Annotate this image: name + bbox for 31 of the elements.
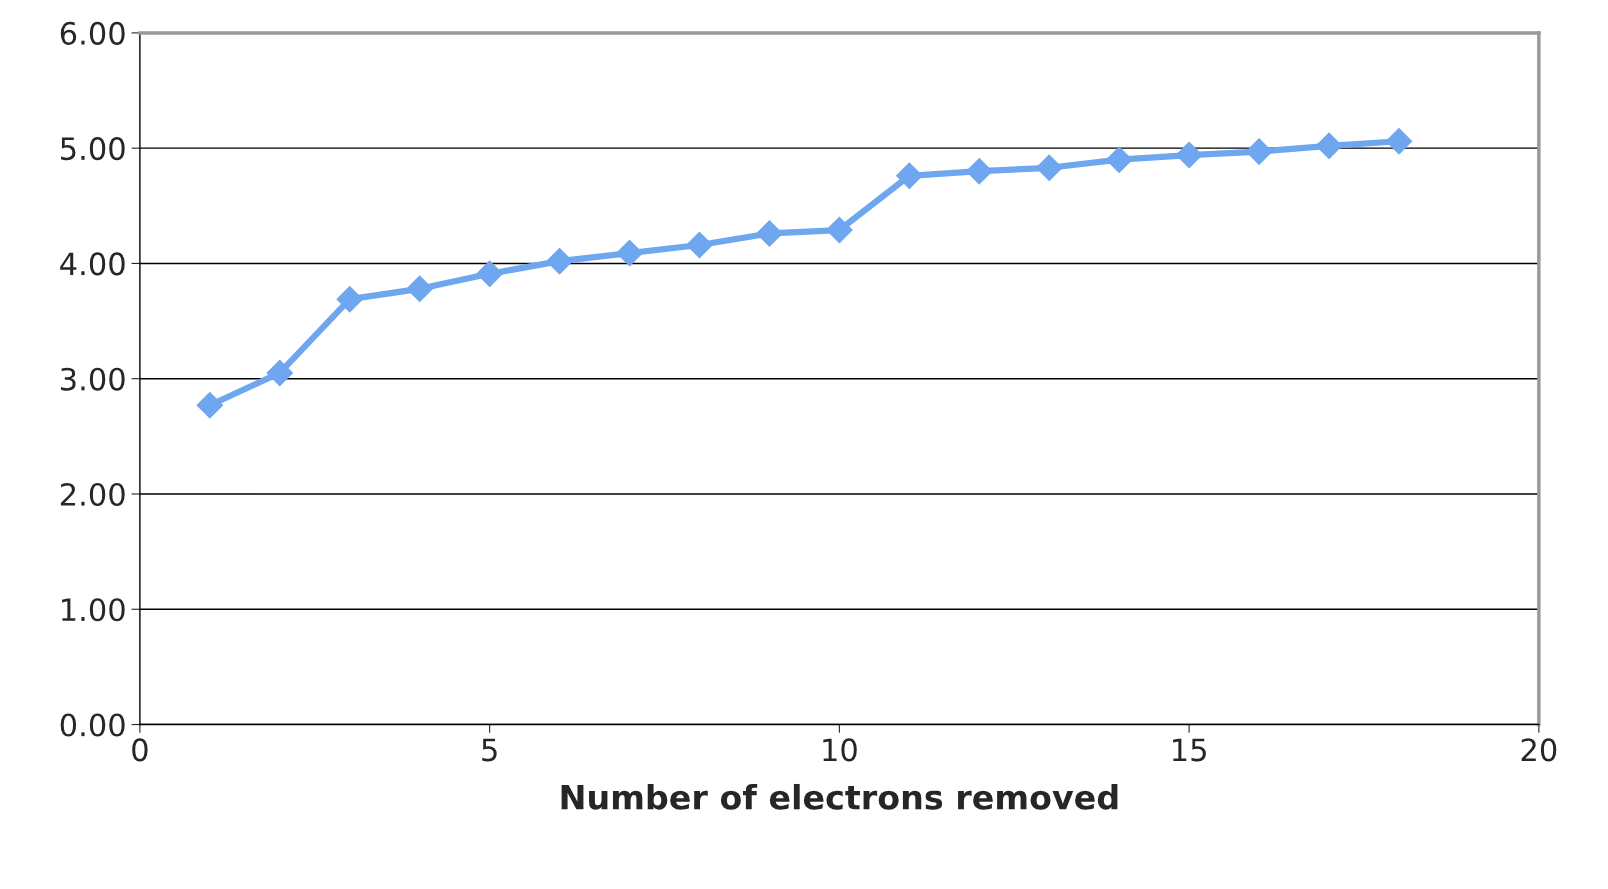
- x-tick-label: 0: [132, 738, 148, 762]
- y-tick-label: 2.00: [60, 482, 125, 507]
- point: [1105, 146, 1133, 173]
- point: [266, 359, 294, 387]
- point: [1175, 141, 1203, 169]
- y-tick-label: 4.00: [60, 252, 125, 276]
- y-tick-label: 6.00: [60, 21, 125, 45]
- point: [1035, 154, 1063, 182]
- x-tick-label: 20: [1521, 738, 1557, 762]
- point: [336, 285, 364, 313]
- x-tick-label: 5: [482, 738, 497, 762]
- y-tick-label: 0.00: [60, 713, 125, 737]
- y-tick-label: 5.00: [61, 137, 125, 161]
- point: [756, 220, 783, 247]
- point: [1245, 138, 1273, 165]
- point: [965, 157, 993, 185]
- x-tick-label: 10: [823, 738, 857, 762]
- point: [546, 247, 573, 275]
- x-tick-label: 15: [1173, 738, 1206, 762]
- point: [196, 391, 224, 419]
- point: [896, 162, 923, 190]
- point: [406, 275, 433, 303]
- x-axis-title: Number of electrons removed: [561, 783, 1118, 810]
- point: [826, 216, 853, 244]
- point: [1385, 127, 1413, 155]
- y-tick-label: 3.00: [61, 367, 125, 391]
- point: [476, 260, 503, 288]
- y-tick-label: 1.00: [62, 598, 125, 622]
- point: [686, 231, 713, 259]
- point: [1315, 132, 1343, 160]
- point: [616, 239, 643, 267]
